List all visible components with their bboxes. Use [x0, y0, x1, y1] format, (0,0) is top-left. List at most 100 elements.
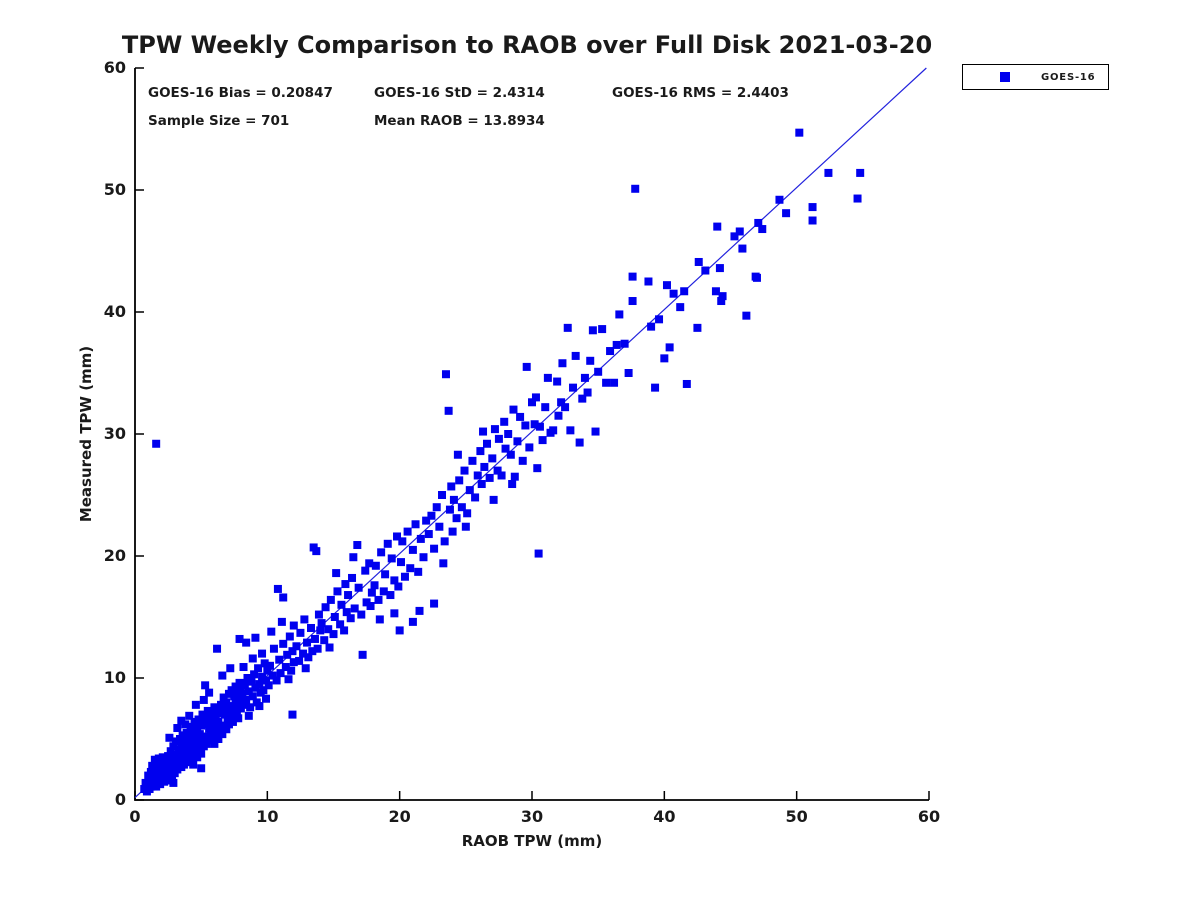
- scatter-point: [387, 554, 396, 563]
- scatter-point: [541, 403, 550, 412]
- scatter-point: [476, 447, 485, 456]
- scatter-point: [752, 273, 761, 282]
- scatter-point: [329, 630, 338, 639]
- scatter-point: [244, 711, 253, 720]
- scatter-point: [494, 434, 503, 443]
- scatter-point: [264, 681, 273, 690]
- scatter-point: [424, 530, 433, 539]
- stat-sample-size: Sample Size = 701: [148, 113, 290, 129]
- scatter-point: [465, 486, 474, 495]
- scatter-point: [628, 297, 637, 306]
- scatter-point: [276, 669, 285, 678]
- scatter-point: [444, 406, 453, 415]
- scatter-point: [453, 450, 462, 459]
- scatter-point: [262, 676, 271, 685]
- scatter-point: [219, 693, 228, 702]
- scatter-point: [246, 703, 255, 712]
- scatter-point: [483, 439, 492, 448]
- scatter-point: [808, 203, 817, 212]
- scatter-point: [169, 778, 178, 787]
- scatter-point: [624, 369, 633, 377]
- scatter-point: [275, 655, 284, 664]
- scatter-point: [186, 722, 195, 731]
- x-tick-label: 60: [917, 807, 941, 826]
- scatter-point: [449, 495, 458, 504]
- scatter-point: [561, 403, 570, 412]
- scatter-point: [337, 600, 346, 609]
- scatter-point: [307, 623, 316, 632]
- scatter-point: [586, 356, 595, 365]
- scatter-point: [701, 266, 710, 275]
- scatter-point: [185, 711, 194, 720]
- scatter-point: [575, 438, 584, 447]
- scatter-point: [354, 583, 363, 592]
- scatter-point: [416, 534, 425, 543]
- scatter-point: [287, 666, 296, 675]
- y-tick-label: 0: [114, 790, 126, 809]
- scatter-point: [390, 576, 399, 585]
- scatter-point: [711, 287, 720, 296]
- scatter-point: [441, 370, 450, 379]
- scatter-point: [775, 195, 784, 204]
- scatter-point: [341, 580, 350, 589]
- scatter-point: [557, 398, 566, 407]
- scatter-point: [538, 436, 547, 445]
- scatter-point: [199, 695, 208, 704]
- scatter-point: [169, 742, 178, 751]
- scatter-point: [479, 427, 488, 436]
- scatter-point: [435, 522, 444, 531]
- scatter-point: [242, 695, 251, 704]
- scatter-point: [497, 471, 506, 480]
- scatter-point: [379, 587, 388, 596]
- stat-mean-raob: Mean RAOB = 13.8934: [374, 113, 545, 129]
- scatter-point: [439, 559, 448, 568]
- scatter-point: [344, 591, 353, 600]
- scatter-point: [240, 681, 249, 690]
- scatter-point: [669, 289, 678, 298]
- scatter-point: [440, 537, 449, 546]
- scatter-point: [516, 412, 525, 421]
- scatter-point: [217, 700, 226, 709]
- scatter-point: [366, 602, 375, 611]
- scatter-point: [365, 559, 374, 568]
- scatter-point: [713, 222, 722, 231]
- scatter-point: [346, 614, 355, 623]
- scatter-point: [715, 264, 724, 273]
- scatter-point: [473, 471, 482, 480]
- scatter-point: [448, 527, 457, 536]
- scatter-point: [267, 627, 276, 636]
- scatter-point: [312, 547, 321, 556]
- scatter-point: [248, 692, 257, 701]
- scatter-point: [419, 553, 428, 562]
- scatter-point: [310, 634, 319, 643]
- scatter-point: [189, 760, 198, 769]
- scatter-point: [427, 511, 436, 520]
- legend: GOES-16: [962, 64, 1109, 90]
- scatter-point: [197, 721, 206, 730]
- scatter-point: [694, 257, 703, 266]
- scatter-point: [284, 675, 293, 684]
- scatter-point: [500, 417, 509, 426]
- scatter-point: [255, 680, 264, 689]
- scatter-point: [235, 678, 244, 687]
- scatter-point: [214, 735, 223, 743]
- scatter-point: [244, 687, 253, 696]
- scatter-point: [718, 292, 727, 301]
- scatter-point: [662, 281, 671, 290]
- x-tick-label: 50: [785, 807, 808, 826]
- scatter-point: [374, 595, 383, 604]
- scatter-point: [316, 626, 325, 635]
- scatter-point: [504, 430, 513, 438]
- scatter-point: [191, 733, 200, 742]
- scatter-point: [660, 354, 669, 363]
- scatter-point: [214, 717, 223, 726]
- scatter-point: [375, 615, 384, 624]
- scatter-point: [194, 715, 203, 724]
- scatter-point: [296, 628, 305, 637]
- scatter-point: [390, 609, 399, 618]
- scatter-point: [367, 588, 376, 597]
- stat-bias: GOES-16 Bias = 0.20847: [148, 85, 333, 101]
- scatter-point: [522, 362, 531, 371]
- scatter-point: [422, 516, 431, 525]
- scatter-point: [177, 716, 186, 725]
